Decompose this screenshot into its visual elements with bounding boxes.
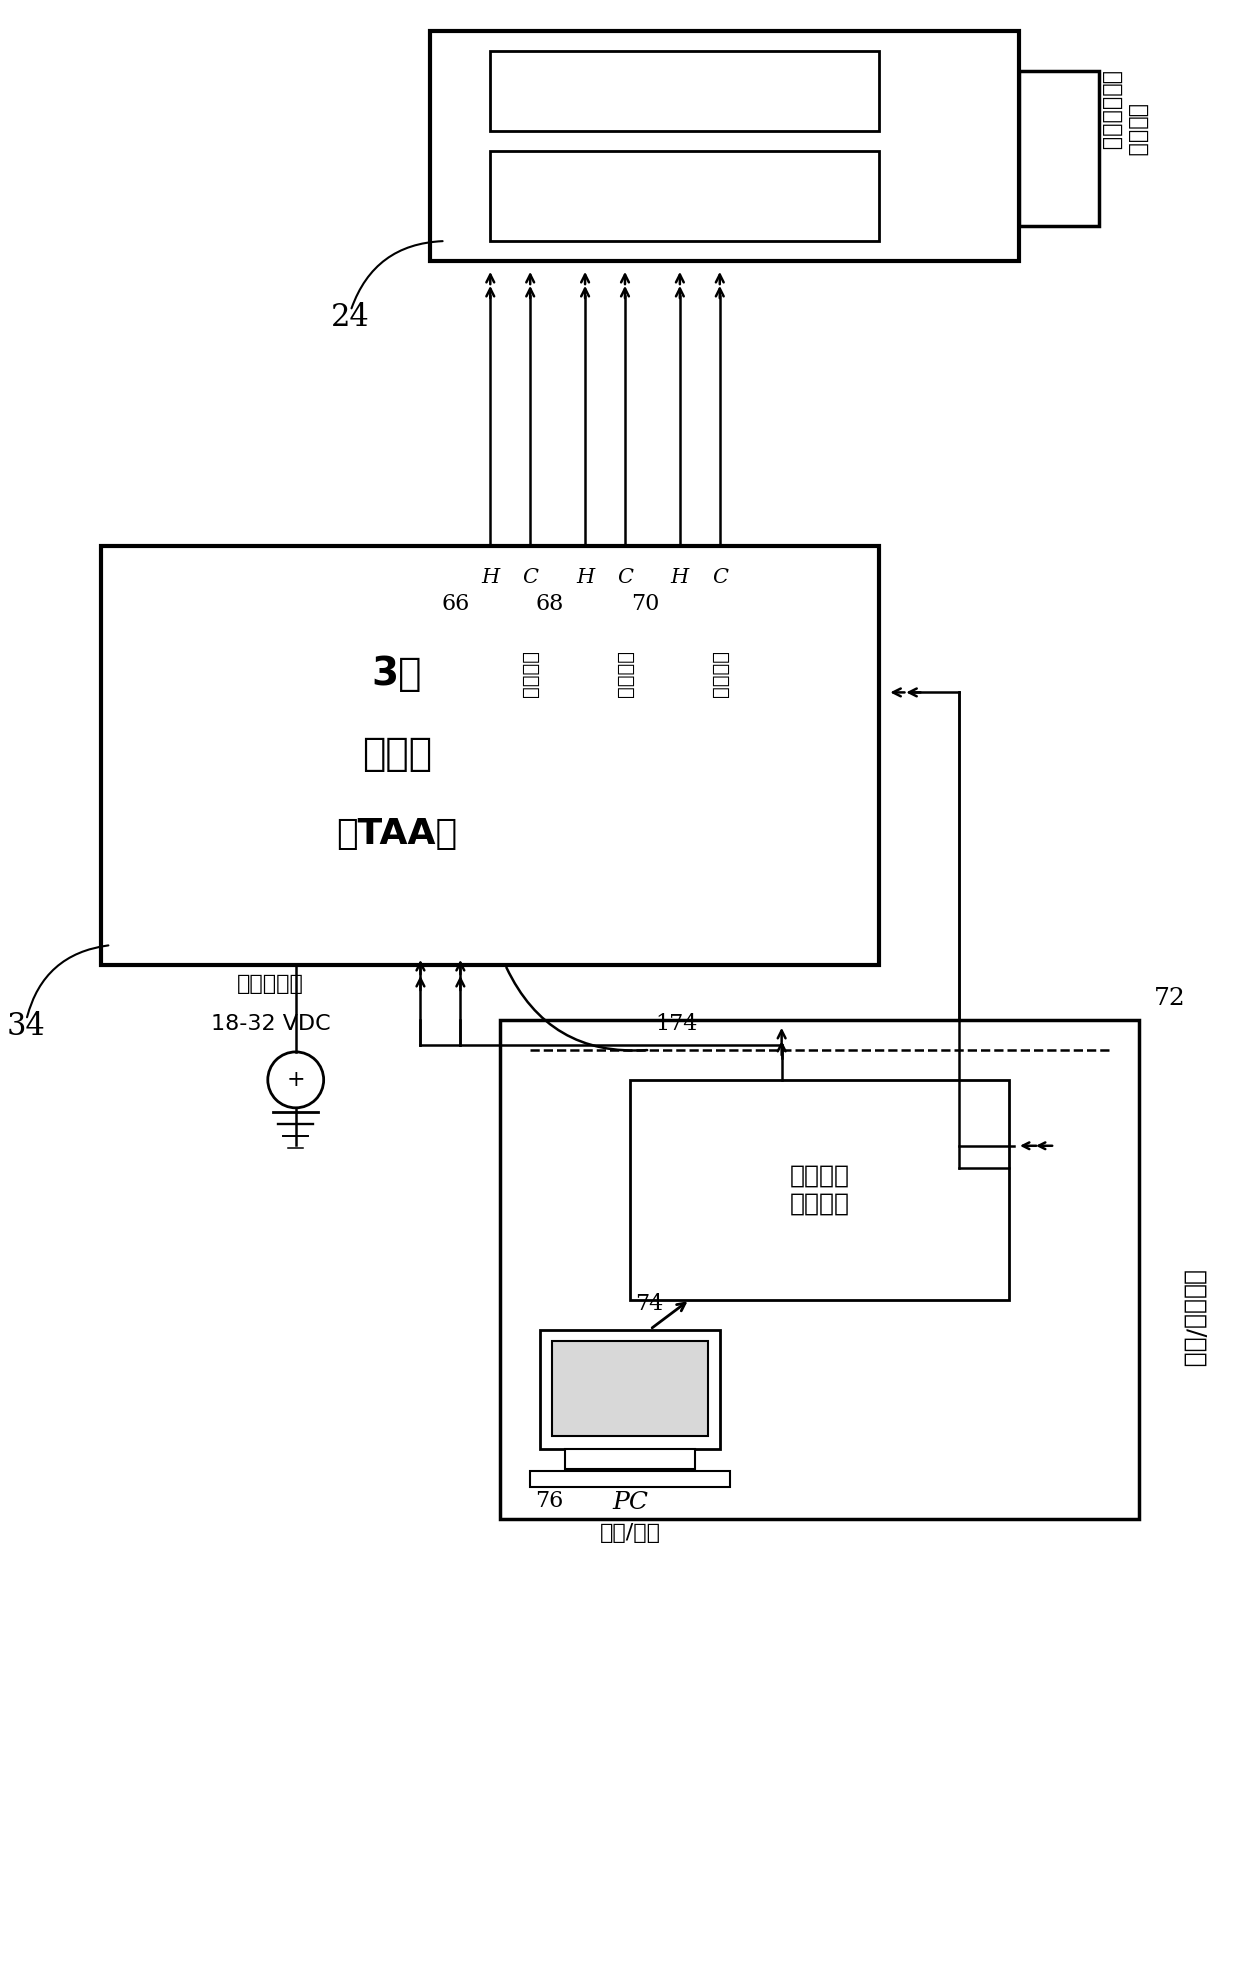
Text: 校准测试
固定装置: 校准测试 固定装置: [790, 1164, 849, 1215]
Bar: [490, 51, 879, 132]
Text: C: C: [618, 567, 632, 587]
Text: 72: 72: [1153, 987, 1185, 1011]
Text: 3轴: 3轴: [372, 656, 422, 693]
Text: 70: 70: [631, 593, 660, 614]
Text: 数字飞行数据: 数字飞行数据: [1101, 71, 1121, 151]
Bar: [565, 1449, 694, 1470]
Text: H: H: [481, 567, 500, 587]
Text: （TAA）: （TAA）: [336, 817, 458, 852]
Text: PC: PC: [613, 1492, 649, 1513]
Bar: [1019, 71, 1099, 226]
Text: 采集单元: 采集单元: [1127, 104, 1147, 157]
Text: 诊断/校准: 诊断/校准: [599, 1523, 661, 1543]
Text: 66: 66: [441, 593, 470, 614]
Text: 76: 76: [536, 1490, 563, 1512]
Bar: [430, 31, 1019, 261]
Bar: [500, 1021, 1138, 1519]
Text: 18-32 VDC: 18-32 VDC: [211, 1015, 331, 1035]
Bar: [531, 1472, 730, 1488]
Text: H: H: [671, 567, 689, 587]
Bar: [541, 1329, 719, 1449]
Text: C: C: [712, 567, 728, 587]
Text: 74: 74: [635, 1292, 663, 1315]
Text: 工厂测试/校准: 工厂测试/校准: [1182, 1270, 1205, 1368]
Text: 加速计: 加速计: [362, 736, 432, 773]
Text: H: H: [575, 567, 594, 587]
Text: 34: 34: [6, 1011, 45, 1042]
Bar: [630, 1080, 1009, 1300]
Bar: [490, 151, 879, 241]
Bar: [102, 546, 879, 966]
Text: +: +: [286, 1070, 305, 1091]
Text: C: C: [522, 567, 538, 587]
Text: 纵向输出: 纵向输出: [709, 652, 729, 699]
Text: 垂直输出: 垂直输出: [521, 652, 539, 699]
Text: 174: 174: [655, 1013, 697, 1035]
Text: 68: 68: [536, 593, 564, 614]
Bar: [552, 1341, 708, 1437]
Text: 飞行器电源: 飞行器电源: [237, 974, 304, 993]
Text: 横向输出: 横向输出: [615, 652, 634, 699]
Text: 24: 24: [331, 302, 370, 334]
